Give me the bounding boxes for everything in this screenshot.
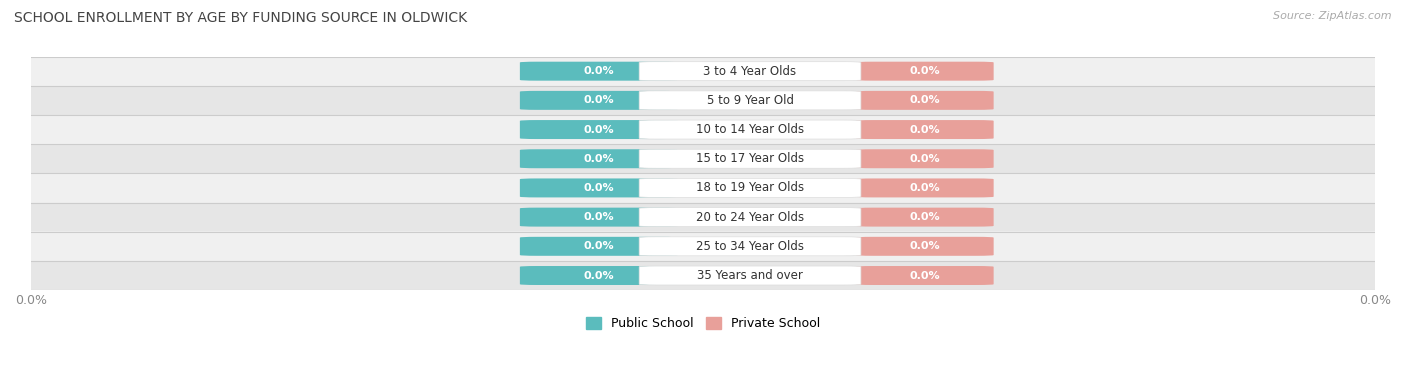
FancyBboxPatch shape bbox=[640, 91, 860, 110]
FancyBboxPatch shape bbox=[856, 178, 994, 197]
Text: Source: ZipAtlas.com: Source: ZipAtlas.com bbox=[1274, 11, 1392, 21]
FancyBboxPatch shape bbox=[31, 261, 1375, 290]
FancyBboxPatch shape bbox=[856, 120, 994, 139]
FancyBboxPatch shape bbox=[520, 149, 678, 168]
Text: 0.0%: 0.0% bbox=[910, 271, 941, 280]
Text: 10 to 14 Year Olds: 10 to 14 Year Olds bbox=[696, 123, 804, 136]
Text: 18 to 19 Year Olds: 18 to 19 Year Olds bbox=[696, 181, 804, 194]
FancyBboxPatch shape bbox=[31, 232, 1375, 261]
Text: 0.0%: 0.0% bbox=[910, 95, 941, 105]
FancyBboxPatch shape bbox=[31, 57, 1375, 86]
FancyBboxPatch shape bbox=[640, 237, 860, 256]
Text: 0.0%: 0.0% bbox=[583, 212, 614, 222]
FancyBboxPatch shape bbox=[520, 62, 678, 81]
FancyBboxPatch shape bbox=[856, 266, 994, 285]
FancyBboxPatch shape bbox=[31, 174, 1375, 203]
FancyBboxPatch shape bbox=[520, 237, 678, 256]
Text: 0.0%: 0.0% bbox=[910, 183, 941, 193]
Text: 0.0%: 0.0% bbox=[583, 95, 614, 105]
Text: 0.0%: 0.0% bbox=[583, 125, 614, 135]
FancyBboxPatch shape bbox=[520, 178, 678, 197]
FancyBboxPatch shape bbox=[520, 208, 678, 226]
Text: 0.0%: 0.0% bbox=[910, 241, 941, 251]
Text: 0.0%: 0.0% bbox=[910, 125, 941, 135]
Text: 0.0%: 0.0% bbox=[583, 183, 614, 193]
Text: 0.0%: 0.0% bbox=[910, 66, 941, 76]
Text: SCHOOL ENROLLMENT BY AGE BY FUNDING SOURCE IN OLDWICK: SCHOOL ENROLLMENT BY AGE BY FUNDING SOUR… bbox=[14, 11, 467, 25]
Text: 0.0%: 0.0% bbox=[583, 241, 614, 251]
FancyBboxPatch shape bbox=[640, 266, 860, 285]
FancyBboxPatch shape bbox=[520, 91, 678, 110]
FancyBboxPatch shape bbox=[856, 91, 994, 110]
Text: 35 Years and over: 35 Years and over bbox=[697, 269, 803, 282]
Text: 0.0%: 0.0% bbox=[583, 271, 614, 280]
FancyBboxPatch shape bbox=[520, 120, 678, 139]
FancyBboxPatch shape bbox=[856, 62, 994, 81]
FancyBboxPatch shape bbox=[31, 144, 1375, 174]
FancyBboxPatch shape bbox=[856, 208, 994, 226]
Text: 0.0%: 0.0% bbox=[583, 66, 614, 76]
Text: 0.0%: 0.0% bbox=[910, 154, 941, 164]
Text: 0.0%: 0.0% bbox=[910, 212, 941, 222]
Text: 5 to 9 Year Old: 5 to 9 Year Old bbox=[707, 94, 793, 107]
Text: 0.0%: 0.0% bbox=[583, 154, 614, 164]
FancyBboxPatch shape bbox=[31, 115, 1375, 144]
FancyBboxPatch shape bbox=[520, 266, 678, 285]
FancyBboxPatch shape bbox=[856, 237, 994, 256]
Text: 3 to 4 Year Olds: 3 to 4 Year Olds bbox=[703, 65, 797, 77]
FancyBboxPatch shape bbox=[31, 86, 1375, 115]
FancyBboxPatch shape bbox=[640, 149, 860, 168]
Text: 25 to 34 Year Olds: 25 to 34 Year Olds bbox=[696, 240, 804, 253]
FancyBboxPatch shape bbox=[640, 208, 860, 226]
FancyBboxPatch shape bbox=[856, 149, 994, 168]
FancyBboxPatch shape bbox=[640, 120, 860, 139]
Text: 20 to 24 Year Olds: 20 to 24 Year Olds bbox=[696, 211, 804, 224]
FancyBboxPatch shape bbox=[640, 178, 860, 197]
Legend: Public School, Private School: Public School, Private School bbox=[581, 312, 825, 335]
Text: 15 to 17 Year Olds: 15 to 17 Year Olds bbox=[696, 152, 804, 165]
FancyBboxPatch shape bbox=[640, 62, 860, 81]
FancyBboxPatch shape bbox=[31, 203, 1375, 232]
